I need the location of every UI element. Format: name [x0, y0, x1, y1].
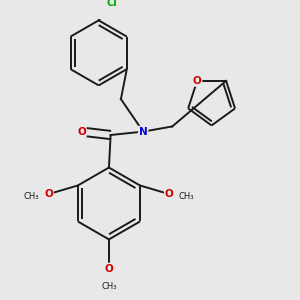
Text: O: O	[77, 127, 86, 136]
Text: CH₃: CH₃	[101, 282, 117, 291]
Text: O: O	[165, 189, 173, 199]
Text: O: O	[193, 76, 202, 86]
Text: O: O	[105, 263, 113, 274]
Text: CH₃: CH₃	[24, 192, 39, 201]
Text: Cl: Cl	[107, 0, 118, 8]
Text: CH₃: CH₃	[178, 192, 194, 201]
Text: N: N	[139, 127, 148, 136]
Text: O: O	[44, 189, 53, 199]
